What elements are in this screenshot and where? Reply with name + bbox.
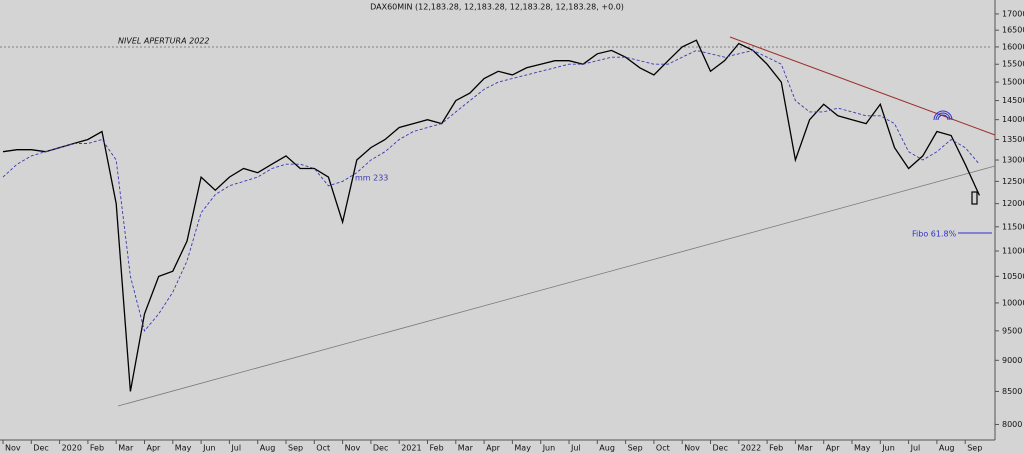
y-tick-label: 14500 <box>1002 96 1024 105</box>
moving-average-line <box>2 49 980 332</box>
x-tick-label: Jul <box>230 444 241 453</box>
x-tick-label: Dec <box>713 444 728 453</box>
x-tick-label: Aug <box>939 444 955 453</box>
support-trendline <box>117 165 996 407</box>
x-tick-label: Sep <box>628 444 643 453</box>
x-tick-label: Jun <box>202 444 216 453</box>
x-tick-label: Nov <box>5 444 21 453</box>
x-tick-label: Aug <box>260 444 276 453</box>
chart-title: DAX60MIN (12,183.28, 12,183.28, 12,183.2… <box>370 3 624 12</box>
x-tick-label: Aug <box>599 444 615 453</box>
series-label: mm 233 <box>355 174 388 183</box>
x-tick-label: 2020 <box>62 444 82 453</box>
x-tick-label: Nov <box>345 444 361 453</box>
x-tick-label: Feb <box>90 444 104 453</box>
y-tick-label: 10000 <box>1002 298 1024 307</box>
x-tick-label: Oct <box>656 444 670 453</box>
y-tick-label: 10500 <box>1002 272 1024 281</box>
y-tick-label: 12000 <box>1002 199 1024 208</box>
annotation: Fibo 61.8% <box>912 230 957 239</box>
x-tick-label: Jun <box>542 444 556 453</box>
x-tick-label: Feb <box>430 444 444 453</box>
y-tick-label: 16000 <box>1002 42 1024 51</box>
x-tick-label: May <box>175 444 192 453</box>
x-tick-label: Sep <box>288 444 303 453</box>
x-tick-label: Dec <box>373 444 388 453</box>
x-tick-label: Mar <box>797 444 813 453</box>
x-tick-label: Dec <box>33 444 48 453</box>
x-tick-label: Nov <box>684 444 700 453</box>
x-tick-label: Apr <box>147 444 162 453</box>
y-tick-label: 16500 <box>1002 26 1024 35</box>
y-tick-label: 15000 <box>1002 78 1024 87</box>
y-tick-label: 9500 <box>1002 326 1022 335</box>
plot-area: 8000 8500 9000 9500 10000 10500 11000 11500 1200… <box>2 9 1024 453</box>
x-tick-label: Feb <box>769 444 783 453</box>
x-tick-label: 2022 <box>741 444 761 453</box>
y-tick-label: 14000 <box>1002 115 1024 124</box>
y-tick-label: 11000 <box>1002 247 1024 256</box>
x-tick-label: May <box>514 444 531 453</box>
x-tick-label: Sep <box>967 444 982 453</box>
y-tick-label: 15500 <box>1002 60 1024 69</box>
x-tick-label: Apr <box>826 444 841 453</box>
x-tick-label: Jun <box>881 444 895 453</box>
x-tick-label: Oct <box>316 444 330 453</box>
marker-box <box>971 191 978 205</box>
y-tick-label: 8500 <box>1002 387 1022 396</box>
y-tick-label: 17000 <box>1002 9 1024 18</box>
y-tick-label: 13500 <box>1002 135 1024 144</box>
arc-marker <box>933 110 953 121</box>
x-tick-label: Apr <box>486 444 501 453</box>
y-tick-label: 13000 <box>1002 156 1024 165</box>
y-tick-label: 9000 <box>1002 356 1022 365</box>
x-tick-label: Mar <box>458 444 474 453</box>
x-tick-label: Jul <box>570 444 581 453</box>
y-tick-label: 11500 <box>1002 222 1024 231</box>
annotation: NIVEL APERTURA 2022 <box>118 37 209 46</box>
y-tick-label: 8000 <box>1002 420 1022 429</box>
y-tick-label: 12500 <box>1002 177 1024 186</box>
x-tick-label: Jul <box>910 444 921 453</box>
x-tick-label: 2021 <box>401 444 421 453</box>
resistance-trendline <box>729 36 996 136</box>
x-tick-label: May <box>854 444 871 453</box>
x-tick-label: Mar <box>118 444 134 453</box>
